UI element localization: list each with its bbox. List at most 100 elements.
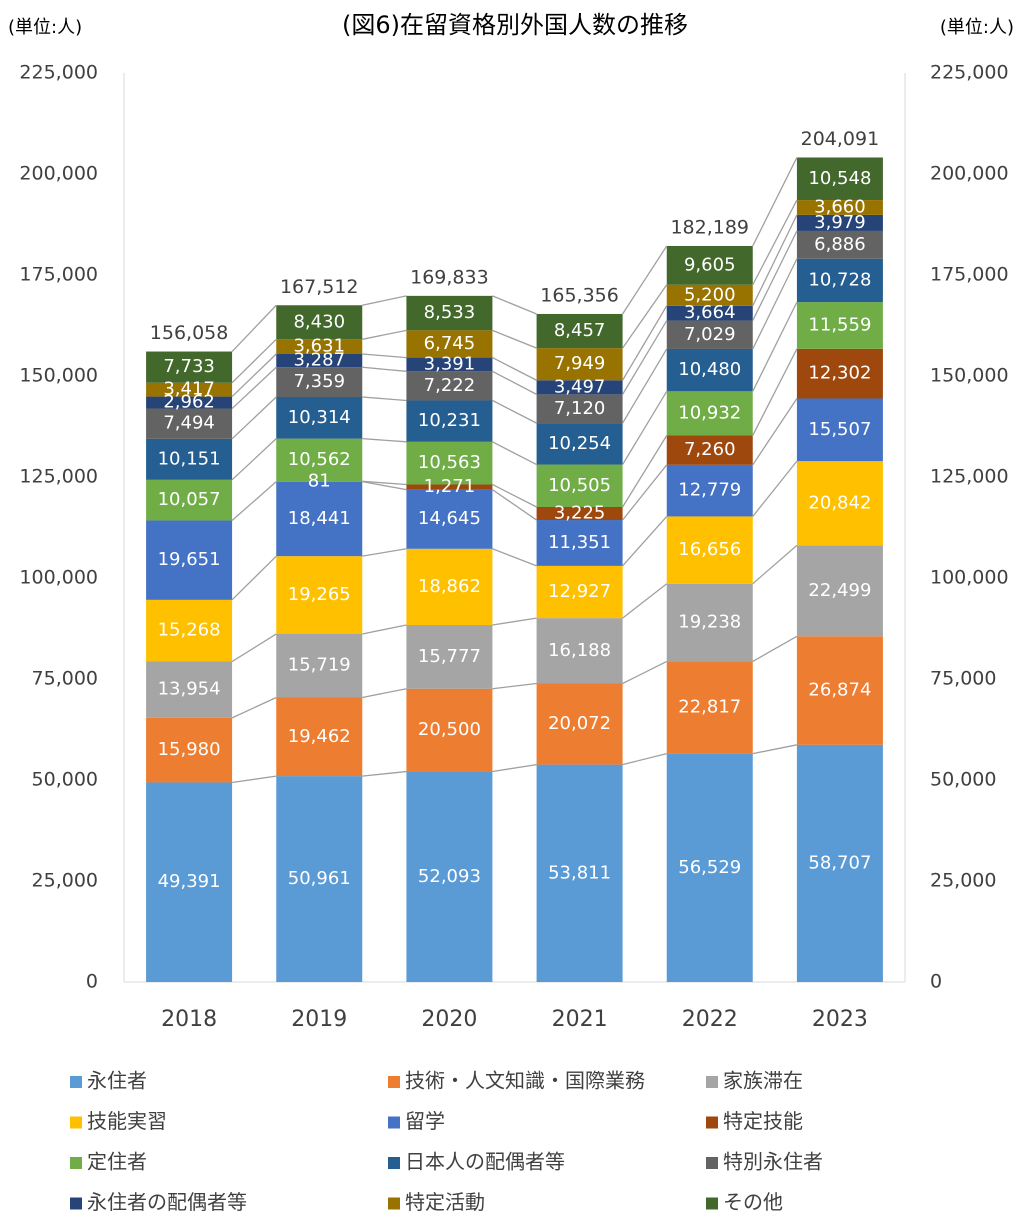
connector-line xyxy=(492,295,537,315)
data-label: 10,231 xyxy=(418,410,481,431)
data-label: 15,719 xyxy=(288,655,351,676)
legend-label: 留学 xyxy=(405,1109,445,1133)
bar-segment xyxy=(146,661,233,718)
bar-segment xyxy=(146,382,233,397)
connector-line xyxy=(231,438,277,481)
bar-segment xyxy=(146,408,233,439)
connector-line xyxy=(362,366,407,372)
data-label: 7,494 xyxy=(163,413,215,434)
connector-line xyxy=(492,483,537,508)
data-label: 14,645 xyxy=(418,508,481,529)
legend-swatch xyxy=(70,1076,82,1088)
data-label: 18,441 xyxy=(288,508,351,529)
bar-segment xyxy=(406,489,493,549)
legend-label: 永住者 xyxy=(87,1069,147,1093)
bar-segment xyxy=(276,305,363,340)
connector-line xyxy=(362,481,407,491)
connector-line xyxy=(492,329,537,349)
connector-line xyxy=(622,305,668,381)
data-label: 15,268 xyxy=(158,620,221,641)
data-label: 7,260 xyxy=(684,439,736,460)
data-label: 13,954 xyxy=(158,679,221,700)
y-tick-label: 225,000 xyxy=(19,62,98,84)
data-label: 2,962 xyxy=(163,392,215,413)
data-label: 19,265 xyxy=(288,584,351,605)
connector-line xyxy=(622,284,668,349)
bar-segment xyxy=(536,313,623,349)
connector-line xyxy=(492,548,537,567)
data-label: 10,314 xyxy=(288,407,351,428)
total-label: 169,833 xyxy=(410,266,489,288)
connector-line xyxy=(362,329,407,340)
data-label: 20,842 xyxy=(808,492,871,513)
data-label: 7,359 xyxy=(293,371,345,392)
legend-swatch xyxy=(706,1076,718,1088)
connector-line xyxy=(752,398,798,466)
data-label: 19,462 xyxy=(288,726,351,747)
x-tick-label: 2023 xyxy=(812,1007,868,1032)
bar-segment xyxy=(666,753,753,982)
bar-segment xyxy=(796,214,883,231)
data-label: 6,745 xyxy=(424,333,476,354)
connector-line xyxy=(231,633,277,663)
connector-line xyxy=(752,199,798,286)
data-label: 10,057 xyxy=(158,489,221,510)
connector-line xyxy=(362,624,407,635)
bar-segment xyxy=(406,624,493,689)
data-label: 52,093 xyxy=(418,866,481,887)
bar-segment xyxy=(146,782,233,982)
connector-line xyxy=(752,157,798,247)
data-label: 3,391 xyxy=(424,353,476,374)
connector-line xyxy=(362,770,407,777)
y2-tick-label: 100,000 xyxy=(930,567,1009,589)
bar-segment xyxy=(276,556,363,634)
data-label: 10,548 xyxy=(808,168,871,189)
bar-segment xyxy=(406,771,493,982)
x-tick-label: 2020 xyxy=(421,1007,477,1032)
data-label: 7,222 xyxy=(424,375,476,396)
y-tick-label: 25,000 xyxy=(32,870,98,892)
data-label: 15,980 xyxy=(158,739,221,760)
chart-title: (図6)在留資格別外国人数の推移 xyxy=(342,11,688,39)
connector-line xyxy=(752,230,798,321)
data-label: 3,497 xyxy=(554,376,606,397)
data-label: 10,562 xyxy=(288,449,351,470)
legend-label: その他 xyxy=(723,1190,783,1214)
total-label: 182,189 xyxy=(670,216,749,238)
connector-line xyxy=(492,399,537,424)
bar-segment xyxy=(406,295,493,331)
bar-segment xyxy=(796,230,883,259)
data-label: 12,779 xyxy=(678,480,741,501)
data-label: 10,480 xyxy=(678,359,741,380)
bar-segment xyxy=(276,633,363,698)
connector-line xyxy=(752,214,798,307)
connector-line xyxy=(231,775,277,784)
x-tick-label: 2019 xyxy=(291,1007,347,1032)
legend-swatch xyxy=(388,1157,400,1169)
connector-line xyxy=(231,353,277,398)
connector-line xyxy=(622,752,667,766)
y-tick-label: 125,000 xyxy=(19,466,98,488)
bar-segment xyxy=(536,683,623,765)
legend-swatch xyxy=(70,1157,82,1169)
connector-line xyxy=(492,370,537,395)
bar-segment xyxy=(666,305,753,321)
connector-line xyxy=(362,396,407,402)
data-label: 56,529 xyxy=(678,857,741,878)
connector-line xyxy=(362,480,407,486)
connector-line xyxy=(622,348,668,424)
connector-line xyxy=(622,583,668,619)
legend-label: 家族滞在 xyxy=(723,1069,803,1093)
data-label: 7,949 xyxy=(554,353,606,374)
bar-segment xyxy=(276,776,363,982)
connector-line xyxy=(362,548,407,557)
bar-segment xyxy=(276,367,363,397)
x-tick-label: 2022 xyxy=(682,1007,738,1032)
data-label: 16,656 xyxy=(678,539,741,560)
connector-line xyxy=(492,682,537,690)
bar-segment xyxy=(536,348,623,381)
bar-segment xyxy=(536,520,623,566)
connector-line xyxy=(622,390,668,465)
y-unit: (単位:人) xyxy=(8,17,82,38)
bar-segment xyxy=(796,636,883,745)
